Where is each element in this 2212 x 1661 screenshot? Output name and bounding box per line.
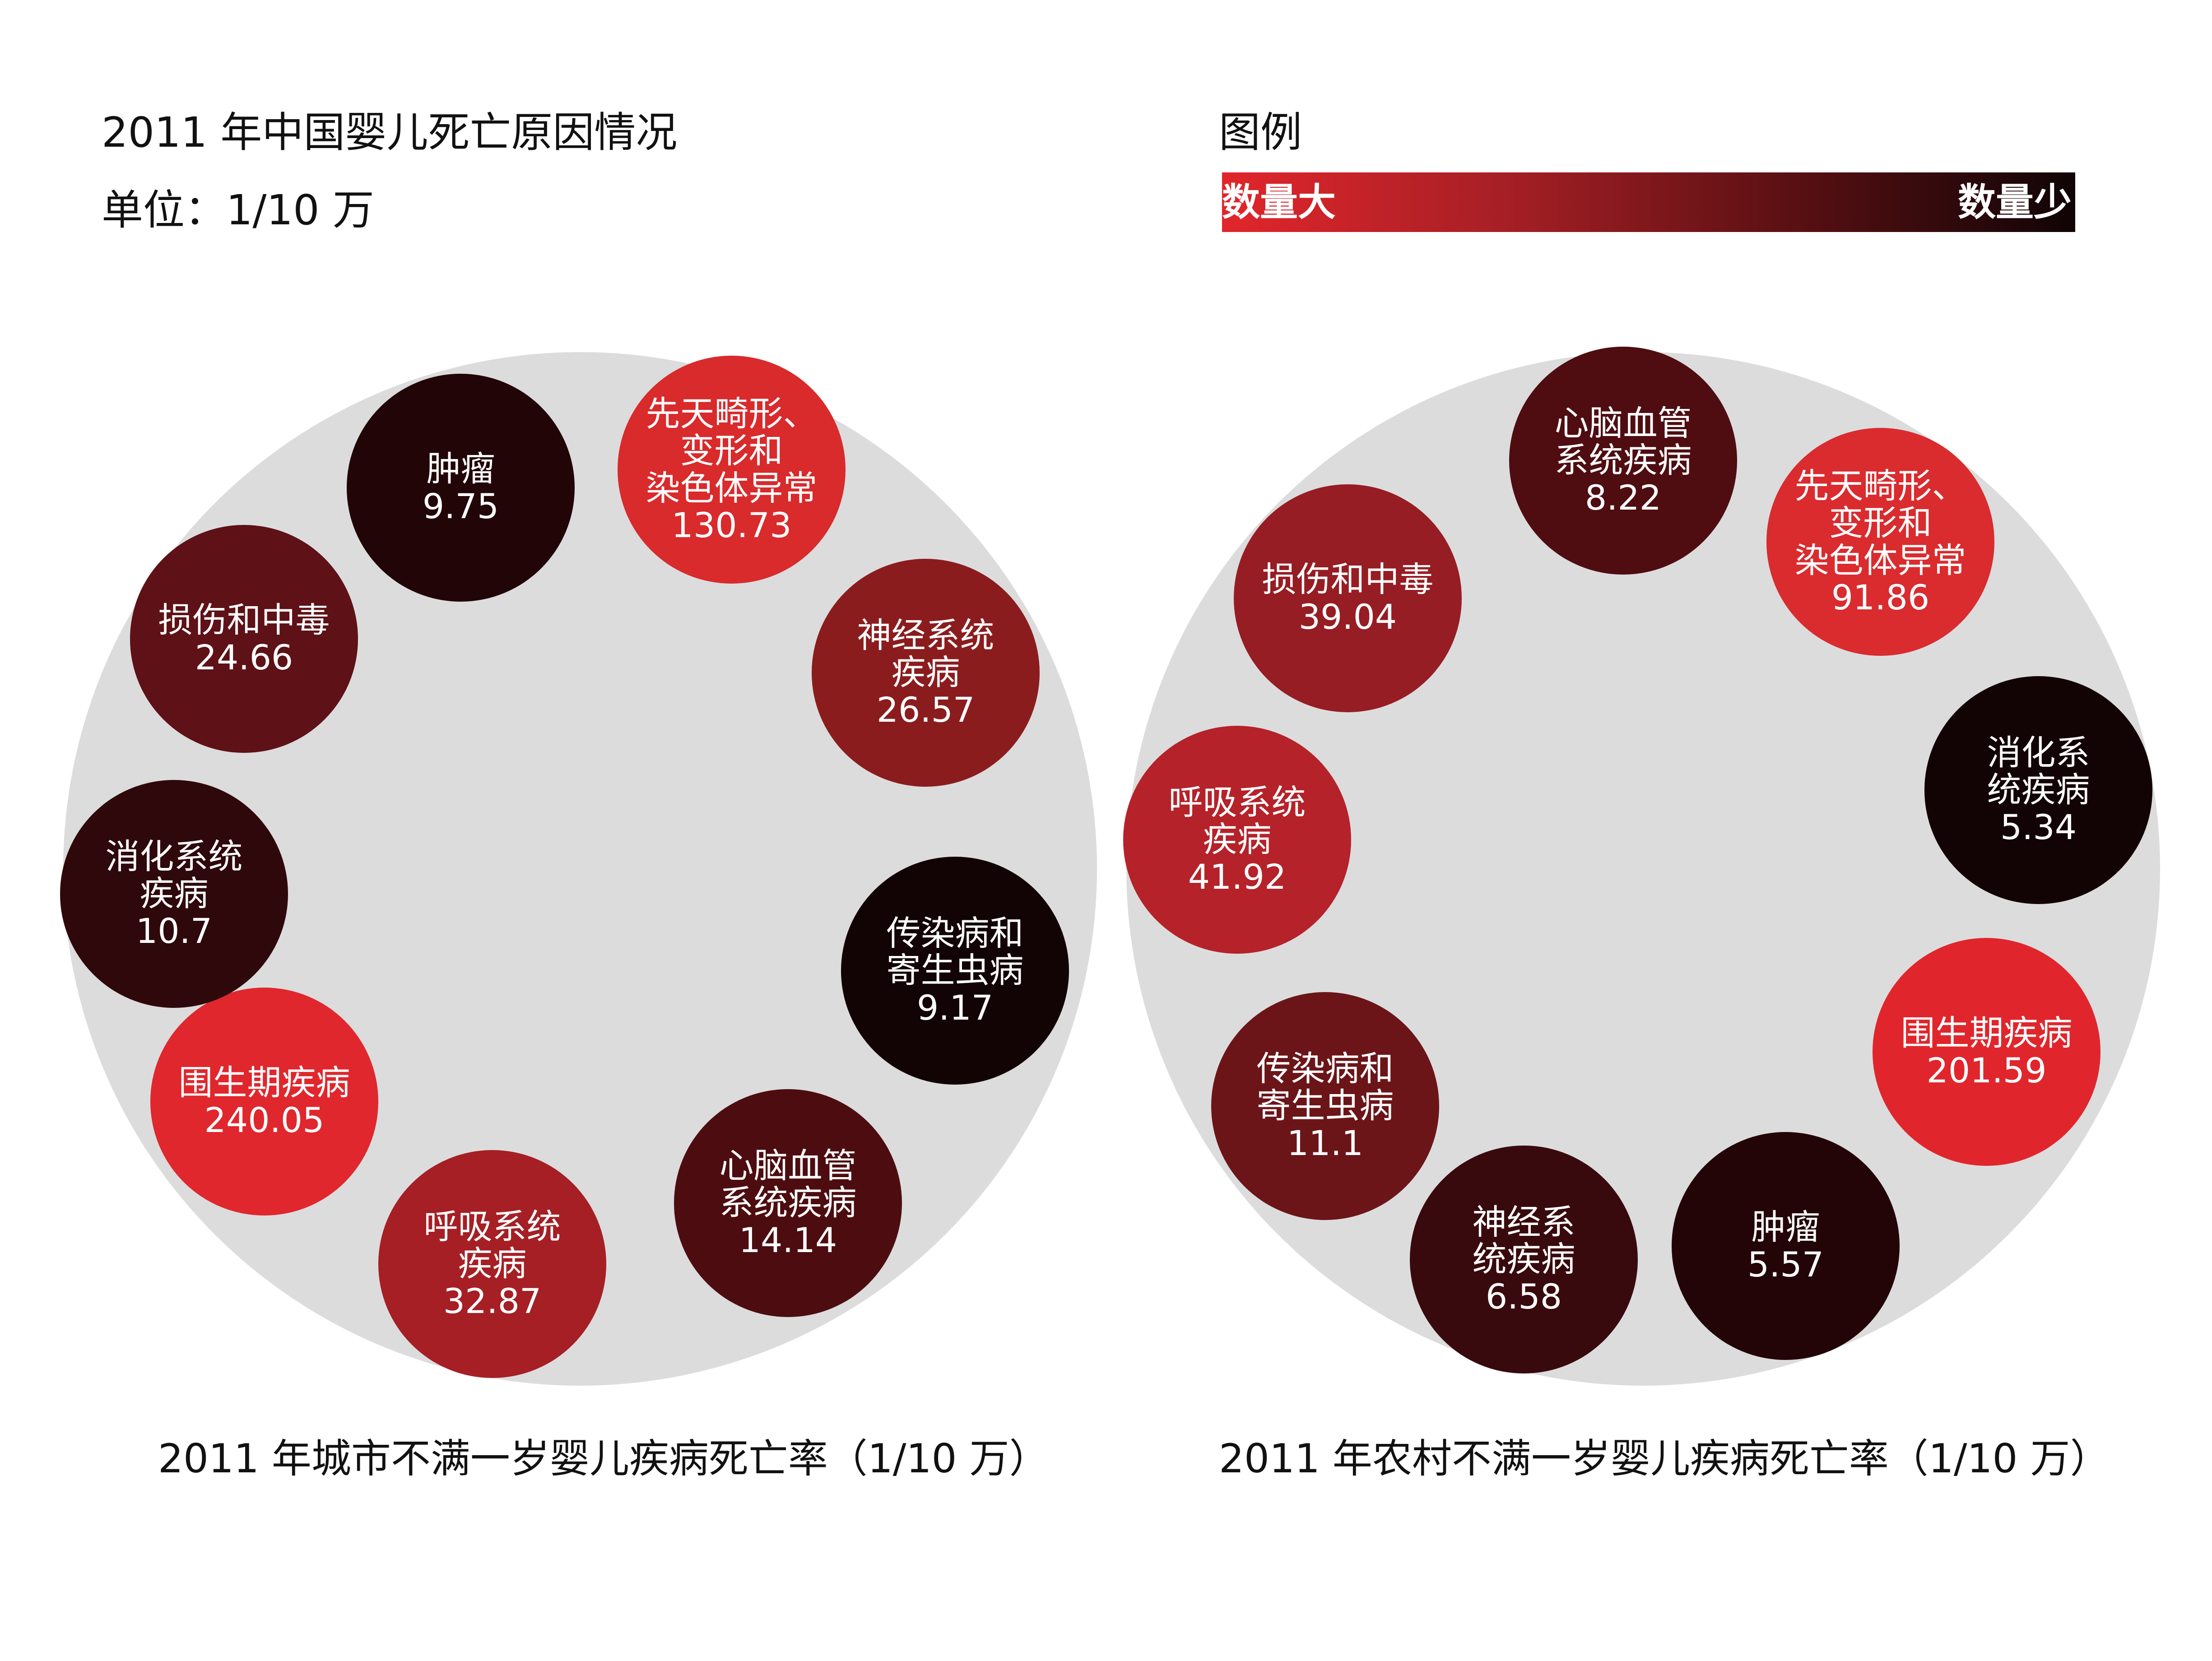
bubble: 神经系统 疾病 26.57 [812, 559, 1040, 787]
bubble-value: 5.57 [1747, 1244, 1824, 1285]
bubble-value: 9.75 [422, 486, 499, 526]
bubble-value: 26.57 [876, 689, 975, 730]
bubble-label: 呼吸系统 疾病 [1168, 782, 1306, 860]
bubble: 呼吸系统 疾病 41.92 [1123, 726, 1351, 954]
bubble: 先天畸形、 变形和 染色体异常 130.73 [618, 356, 846, 584]
color-legend: 数量大 数量少 [1222, 172, 2075, 232]
bubble-value: 14.14 [739, 1220, 837, 1260]
bubble-value: 91.86 [1831, 577, 1930, 617]
bubble: 围生期疾病 201.59 [1873, 938, 2100, 1166]
bubble-label: 先天畸形、 变形和 染色体异常 [1794, 466, 1966, 580]
bubble: 传染病和 寄生虫病 11.1 [1211, 992, 1439, 1220]
bubble-label: 围生期疾病 [178, 1062, 350, 1103]
bubble-value: 9.17 [916, 987, 994, 1028]
bubble-value: 130.73 [671, 505, 792, 545]
bubble-label: 神经系 统疾病 [1472, 1202, 1575, 1280]
bubble-label: 神经系统 疾病 [857, 615, 994, 693]
bubble: 先天畸形、 变形和 染色体异常 91.86 [1766, 428, 1994, 656]
bubble-value: 32.87 [443, 1281, 542, 1321]
bubble: 肿瘤 9.75 [347, 374, 575, 602]
main-title: 2011 年中国婴儿死亡原因情况 [102, 108, 678, 157]
bubble-value: 24.66 [195, 637, 293, 677]
bubble-label: 心脑血管 系统疾病 [719, 1146, 857, 1223]
bubble-value: 240.05 [204, 1100, 325, 1140]
unit-label: 单位：1/10 万 [102, 186, 374, 234]
bubble: 消化系 统疾病 5.34 [1924, 676, 2152, 904]
bubble-value: 201.59 [1926, 1050, 2047, 1090]
bubble-value: 41.92 [1188, 856, 1287, 897]
bubble-value: 39.04 [1298, 596, 1397, 637]
bubble-value: 10.7 [135, 910, 213, 951]
bubble: 肿瘤 5.57 [1672, 1132, 1900, 1360]
bubble-label: 损伤和中毒 [158, 600, 330, 640]
bubble: 传染病和 寄生虫病 9.17 [841, 857, 1069, 1085]
legend-gradient-bar [1222, 172, 2075, 232]
bubble-label: 传染病和 寄生虫病 [886, 913, 1024, 991]
bubble: 心脑血管 系统疾病 14.14 [674, 1089, 902, 1317]
legend-low-label: 数量少 [1957, 180, 2072, 224]
legend-title: 图例 [1219, 108, 1302, 157]
bubble-value: 11.1 [1287, 1123, 1364, 1163]
bubble-label: 围生期疾病 [1901, 1013, 2073, 1053]
urban-chart-title: 2011 年城市不满一岁婴儿疾病死亡率（1/10 万） [158, 1435, 1049, 1482]
bubble: 消化系统 疾病 10.7 [60, 780, 288, 1008]
bubble: 损伤和中毒 24.66 [130, 525, 358, 753]
bubble: 损伤和中毒 39.04 [1234, 484, 1462, 712]
bubble-value: 6.58 [1485, 1276, 1562, 1317]
bubble: 呼吸系统 疾病 32.87 [378, 1150, 606, 1378]
bubble-label: 消化系 统疾病 [1987, 733, 2090, 810]
rural-chart-title: 2011 年农村不满一岁婴儿疾病死亡率（1/10 万） [1219, 1435, 2110, 1482]
bubble-value: 8.22 [1585, 477, 1662, 518]
bubble-label: 呼吸系统 疾病 [423, 1206, 561, 1284]
bubble-value: 5.34 [2000, 807, 2077, 847]
legend-high-label: 数量大 [1222, 180, 1336, 224]
bubble-label: 肿瘤 [1751, 1207, 1820, 1248]
bubble-label: 消化系统 疾病 [105, 836, 243, 914]
bubble-label: 肿瘤 [426, 449, 495, 489]
bubble: 心脑血管 系统疾病 8.22 [1509, 347, 1737, 575]
bubble-label: 先天畸形、 变形和 染色体异常 [646, 394, 818, 508]
bubble-label: 心脑血管 系统疾病 [1554, 403, 1692, 481]
bubble-label: 损伤和中毒 [1262, 559, 1434, 600]
bubble: 神经系 统疾病 6.58 [1410, 1146, 1638, 1373]
bubble: 围生期疾病 240.05 [150, 988, 378, 1216]
bubble-label: 传染病和 寄生虫病 [1256, 1049, 1394, 1126]
